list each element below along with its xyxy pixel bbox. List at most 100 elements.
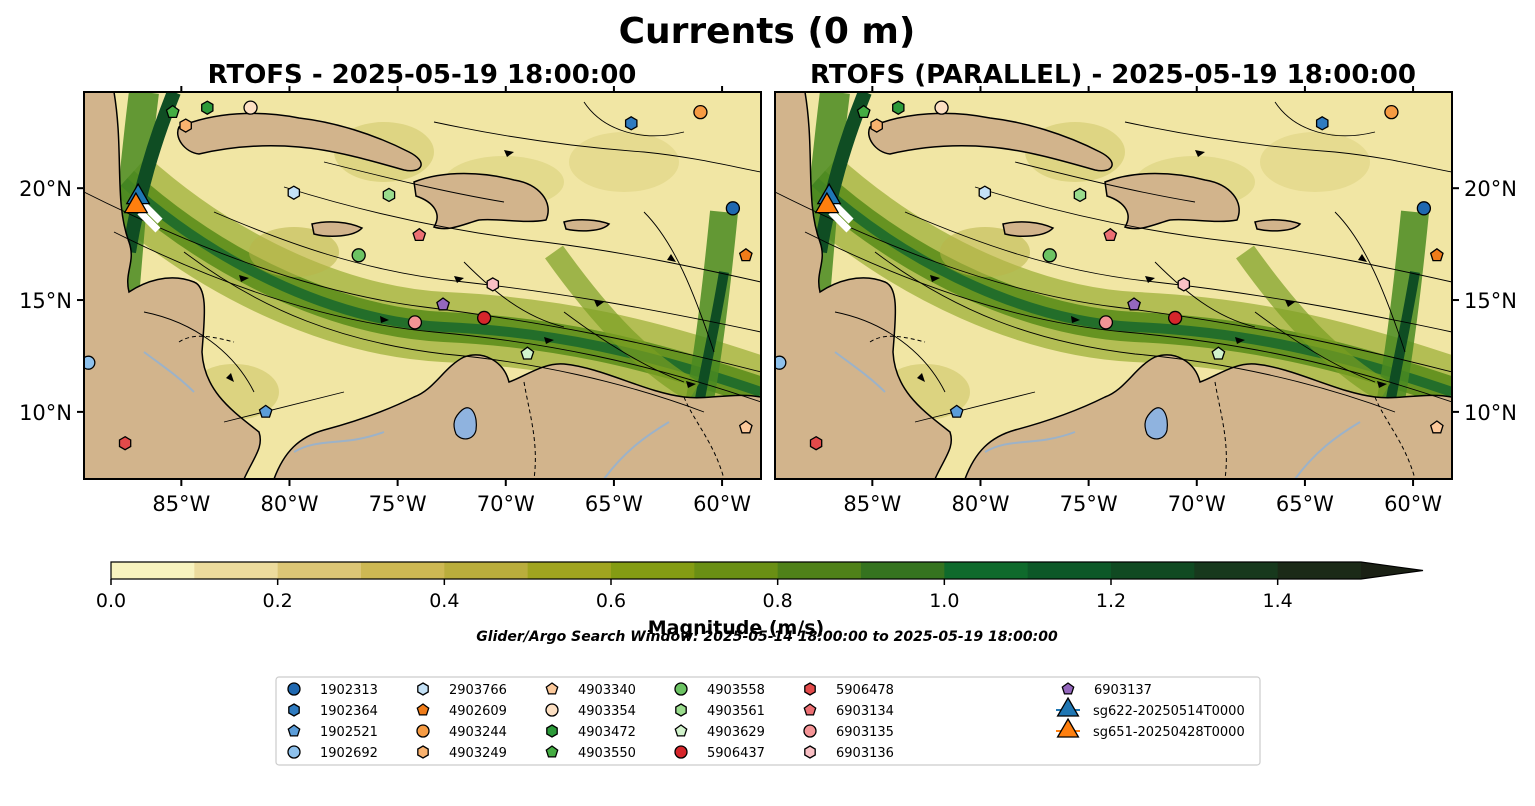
float-1902364	[624, 116, 638, 131]
legend-marker-4903249	[417, 745, 429, 759]
legend-marker-6903135	[803, 724, 817, 738]
float-1902313	[1416, 201, 1432, 216]
float-6903134	[412, 227, 427, 242]
lon-label-right-2: 75°W	[1060, 492, 1118, 516]
legend-marker-sg622-20250514T0000	[1056, 696, 1080, 717]
map-frame-right	[774, 91, 1453, 480]
float-markers-right	[775, 100, 1444, 451]
search-window-note: Glider/Argo Search Window: 2025-05-14 18…	[476, 629, 1058, 645]
legend-label-sg622-20250514T0000: sg622-20250514T0000	[1093, 704, 1245, 719]
legend-label-4903354: 4903354	[578, 704, 636, 719]
colorbar-tick-label-1: 0.2	[263, 590, 293, 612]
legend-label-6903136: 6903136	[836, 746, 894, 761]
legend-label-1902692: 1902692	[320, 746, 378, 761]
legend-marker-4903244	[416, 724, 430, 738]
legend-marker-4903561	[675, 703, 687, 717]
float-4903340	[1429, 420, 1444, 434]
float-4903558	[351, 248, 366, 263]
float-5906437	[476, 310, 492, 326]
lon-label-right-4: 65°W	[1276, 492, 1334, 516]
legend-marker-1902521	[287, 724, 301, 737]
float-4903629	[520, 346, 535, 360]
colorbar-tick-label-5: 1.0	[929, 590, 959, 612]
colorbar-bin-4	[444, 562, 529, 579]
legend-label-4902609: 4902609	[449, 704, 507, 719]
legend-label-1902364: 1902364	[320, 704, 378, 719]
colorbar-bin-2	[277, 562, 362, 579]
float-1902313	[725, 201, 741, 216]
float-4903550	[165, 104, 180, 119]
lat-label-left-0: 20°N	[19, 177, 72, 201]
float-6903136	[486, 277, 500, 292]
legend-marker-1902692	[287, 745, 301, 759]
float-6903135	[407, 315, 423, 330]
lon-label-left-4: 65°W	[585, 492, 643, 516]
colorbar-tick-label-2: 0.4	[429, 590, 459, 612]
float-4902609	[1429, 247, 1444, 262]
lon-label-right-0: 85°W	[843, 492, 901, 516]
legend-marker-1902313	[287, 682, 301, 696]
float-4903354	[934, 100, 949, 115]
float-5906437	[1167, 310, 1183, 326]
panel-title-left: RTOFS - 2025-05-19 18:00:00	[208, 60, 637, 90]
legend-marker-5906478	[804, 682, 816, 696]
float-1902692	[84, 355, 96, 370]
map-panel-left	[84, 92, 761, 479]
float-4903244	[1384, 104, 1399, 120]
float-5906478	[118, 435, 132, 451]
colorbar-bin-14	[1277, 562, 1362, 579]
float-2903766	[978, 185, 992, 200]
legend-marker-4903340	[545, 682, 559, 695]
legend-label-1902521: 1902521	[320, 725, 378, 740]
glider-track-sg622-20250514T0000	[139, 200, 163, 224]
glider-track-sg651-20250428T0000	[137, 209, 161, 233]
colorbar-bin-13	[1194, 562, 1279, 579]
lat-label-left-2: 10°N	[19, 401, 72, 425]
colorbar-tick-label-6: 1.2	[1096, 590, 1126, 612]
colorbar-bin-12	[1111, 562, 1195, 579]
float-4903561	[1073, 187, 1087, 203]
legend-marker-4903354	[545, 703, 559, 717]
glider-sg651-20250428T0000	[123, 191, 149, 214]
colorbar-tick-label-3: 0.6	[596, 590, 626, 612]
map-panel-right	[775, 92, 1452, 479]
colorbar-tick-label-4: 0.8	[763, 590, 793, 612]
colorbar-bin-9	[861, 562, 945, 579]
lon-label-left-5: 60°W	[693, 492, 751, 516]
panel-title-right: RTOFS (PARALLEL) - 2025-05-19 18:00:00	[810, 60, 1416, 90]
legend-label-4903550: 4903550	[578, 746, 636, 761]
colorbar-bin-3	[361, 562, 445, 579]
glider-track-sg651-20250428T0000	[828, 209, 852, 233]
legend: 1902313 1902364 1902521 1902692 2903766 49026…	[287, 682, 1245, 761]
legend-label-4903340: 4903340	[578, 683, 636, 698]
legend-marker-4903629	[674, 724, 688, 737]
colorbar-label: Magnitude (m/s)	[648, 617, 825, 639]
float-6903134	[1103, 227, 1118, 242]
colorbar-outline	[110, 561, 1424, 580]
float-4903550	[856, 104, 871, 119]
legend-label-6903135: 6903135	[836, 725, 894, 740]
colorbar-bin-1	[194, 562, 279, 579]
colorbar-bin-11	[1027, 562, 1112, 579]
colorbar-bin-0	[111, 562, 195, 579]
legend-label-4903558: 4903558	[707, 683, 765, 698]
lon-label-right-3: 70°W	[1168, 492, 1226, 516]
legend-label-1902313: 1902313	[320, 683, 378, 698]
float-4903472	[892, 100, 905, 115]
lat-label-left-1: 15°N	[19, 289, 72, 313]
colorbar-bin-10	[944, 562, 1029, 579]
float-6903136	[1177, 277, 1191, 292]
legend-label-6903137: 6903137	[1094, 683, 1152, 698]
lat-label-right-2: 10°N	[1464, 401, 1517, 425]
colorbar-bin-8	[777, 562, 862, 579]
glider-track-sg622-20250514T0000	[830, 200, 854, 224]
legend-label-5906437: 5906437	[707, 746, 765, 761]
legend-label-4903472: 4903472	[578, 725, 636, 740]
float-1902364	[1315, 116, 1329, 131]
float-1902521	[949, 404, 964, 418]
legend-label-4903244: 4903244	[449, 725, 507, 740]
float-1902521	[258, 404, 273, 418]
float-4903249	[870, 118, 883, 133]
float-4903244	[693, 104, 708, 120]
float-4903354	[243, 100, 258, 115]
